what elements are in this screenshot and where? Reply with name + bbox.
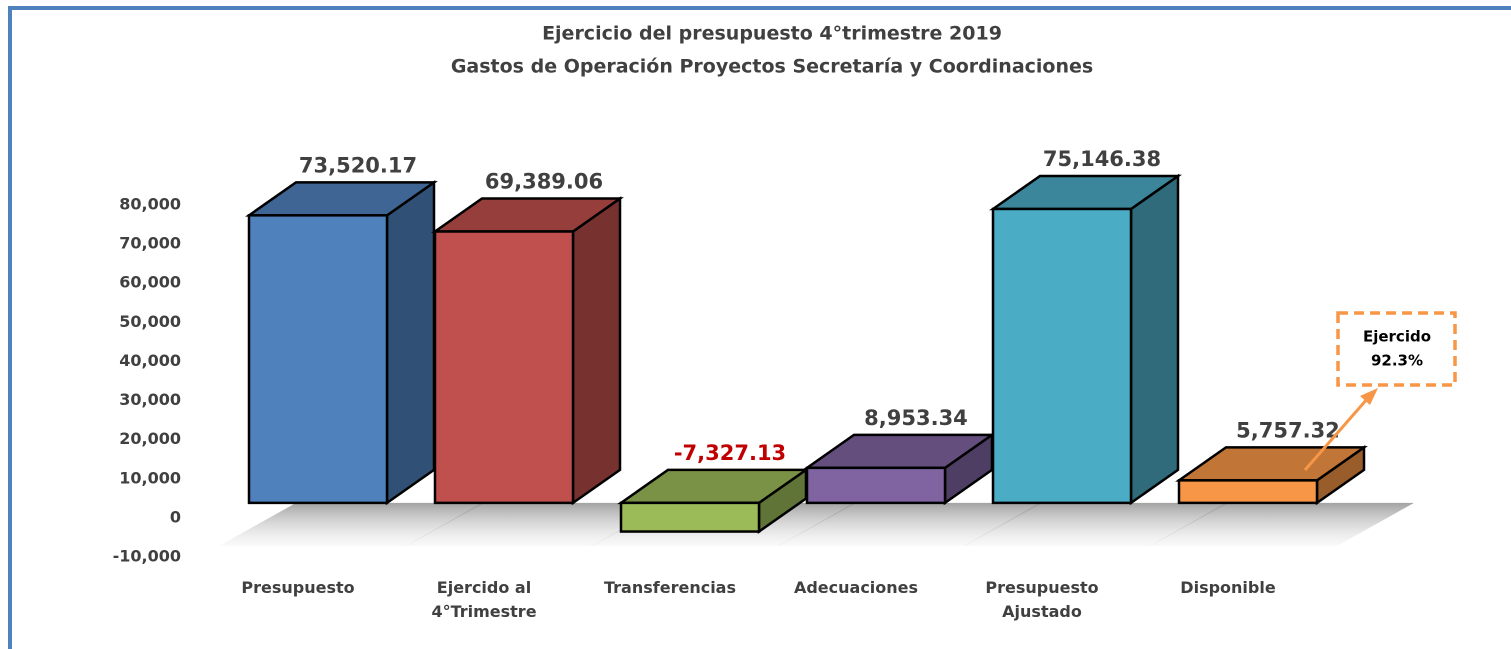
- value-label: 69,389.06: [485, 170, 603, 194]
- bar: [431, 196, 624, 506]
- chart-title: Ejercicio del presupuesto 4°trimestre 20…: [542, 23, 1002, 45]
- x-tick-label: Ejercido al 4°Trimestre: [431, 578, 537, 621]
- y-tick-label: -10,000: [113, 547, 181, 566]
- annotation-box: [1336, 311, 1457, 387]
- x-tick-label: Presupuesto: [241, 578, 355, 597]
- value-label: 5,757.32: [1236, 418, 1340, 442]
- x-tick-label: Presupuesto Ajustado: [985, 578, 1099, 621]
- y-tick-label: 30,000: [119, 390, 181, 409]
- annotation-text: 92.3%: [1371, 352, 1423, 370]
- bar-front: [247, 214, 389, 505]
- x-tick-label: Adecuaciones: [793, 578, 919, 597]
- chart-subtitle: Gastos de Operación Proyectos Secretaría…: [451, 56, 1093, 78]
- annotation-arrowhead: [1360, 388, 1378, 405]
- value-label: 73,520.17: [299, 153, 417, 177]
- shadow: [405, 502, 670, 546]
- y-tick-label: 70,000: [119, 234, 181, 253]
- value-label: 8,953.34: [864, 406, 968, 430]
- y-tick-label: 40,000: [119, 351, 181, 370]
- shadow: [963, 502, 1228, 546]
- bar: [617, 467, 810, 534]
- y-tick-label: 10,000: [119, 468, 181, 487]
- shadow: [1149, 502, 1414, 546]
- bar: [245, 179, 438, 506]
- value-label: -7,327.13: [674, 441, 786, 465]
- annotation-text: Ejercido: [1363, 328, 1431, 346]
- y-tick-label: 80,000: [119, 195, 181, 214]
- bar-front: [991, 207, 1133, 505]
- shadow: [777, 502, 1042, 546]
- frame: [8, 6, 1511, 649]
- bar-side: [1129, 173, 1180, 506]
- y-tick-label: 60,000: [119, 273, 181, 292]
- y-tick-label: 0: [170, 507, 181, 526]
- bar-front: [619, 501, 761, 533]
- bar-front: [805, 466, 947, 505]
- bar: [989, 173, 1182, 506]
- bar-side: [385, 179, 436, 506]
- x-tick-label: Disponible: [1180, 578, 1276, 597]
- x-tick-label: Transferencias: [604, 578, 736, 597]
- y-tick-label: 20,000: [119, 429, 181, 448]
- bar: [1175, 444, 1368, 506]
- bar-front: [433, 230, 575, 505]
- bar-side: [571, 196, 622, 506]
- bar: [803, 432, 996, 506]
- shadow: [219, 502, 484, 546]
- y-tick-label: 50,000: [119, 312, 181, 331]
- bar-front: [1177, 479, 1319, 505]
- annotation-arrow: [1303, 397, 1370, 471]
- value-label: 75,146.38: [1043, 147, 1161, 171]
